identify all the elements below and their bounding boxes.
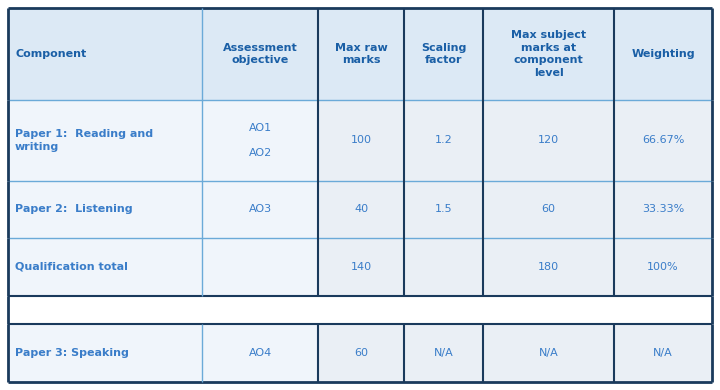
Text: Paper 2:  Listening: Paper 2: Listening (15, 204, 132, 215)
Bar (8, 324, 202, 382)
Text: AO1

AO2: AO1 AO2 (248, 122, 272, 158)
Bar (614, 238, 712, 296)
Bar (614, 296, 712, 324)
Bar (483, 181, 614, 238)
Text: 120: 120 (538, 135, 559, 145)
Text: 33.33%: 33.33% (642, 204, 684, 215)
Bar (483, 8, 614, 100)
Bar (404, 8, 483, 100)
Text: Max subject
marks at
component
level: Max subject marks at component level (511, 30, 586, 78)
Bar (318, 324, 404, 382)
Text: Weighting: Weighting (631, 49, 695, 59)
Text: Max raw
marks: Max raw marks (335, 43, 387, 66)
Bar (202, 100, 318, 181)
Text: Assessment
objective: Assessment objective (222, 43, 297, 66)
Text: N/A: N/A (539, 348, 559, 358)
Bar (318, 296, 404, 324)
Text: Paper 3: Speaking: Paper 3: Speaking (15, 348, 129, 358)
Bar (318, 238, 404, 296)
Bar (404, 296, 483, 324)
Bar (483, 100, 614, 181)
Bar (483, 324, 614, 382)
Text: 100: 100 (351, 135, 372, 145)
Text: 1.5: 1.5 (435, 204, 452, 215)
Bar (8, 296, 202, 324)
Text: 100%: 100% (647, 262, 679, 272)
Text: 140: 140 (351, 262, 372, 272)
Text: Qualification total: Qualification total (15, 262, 128, 272)
Bar (8, 181, 202, 238)
Bar (614, 100, 712, 181)
Bar (202, 296, 318, 324)
Bar (8, 8, 202, 100)
Bar (202, 324, 318, 382)
Bar (202, 238, 318, 296)
Text: 180: 180 (538, 262, 559, 272)
Bar (404, 238, 483, 296)
Bar (483, 238, 614, 296)
Text: 40: 40 (354, 204, 368, 215)
Bar (202, 8, 318, 100)
Bar (202, 181, 318, 238)
Text: 1.2: 1.2 (435, 135, 452, 145)
Bar (404, 324, 483, 382)
Text: Component: Component (15, 49, 86, 59)
Bar (614, 8, 712, 100)
Text: Paper 1:  Reading and
writing: Paper 1: Reading and writing (15, 129, 153, 152)
Text: AO4: AO4 (248, 348, 272, 358)
Bar (404, 181, 483, 238)
Bar (318, 8, 404, 100)
Text: AO3: AO3 (248, 204, 271, 215)
Bar (404, 100, 483, 181)
Bar (318, 100, 404, 181)
Bar (8, 100, 202, 181)
Text: Scaling
factor: Scaling factor (421, 43, 467, 66)
Text: 66.67%: 66.67% (642, 135, 684, 145)
Bar (8, 238, 202, 296)
Bar (614, 181, 712, 238)
Text: N/A: N/A (653, 348, 673, 358)
Bar (318, 181, 404, 238)
Bar (614, 324, 712, 382)
Text: 60: 60 (541, 204, 556, 215)
Text: 60: 60 (354, 348, 368, 358)
Bar (483, 296, 614, 324)
Text: N/A: N/A (433, 348, 454, 358)
